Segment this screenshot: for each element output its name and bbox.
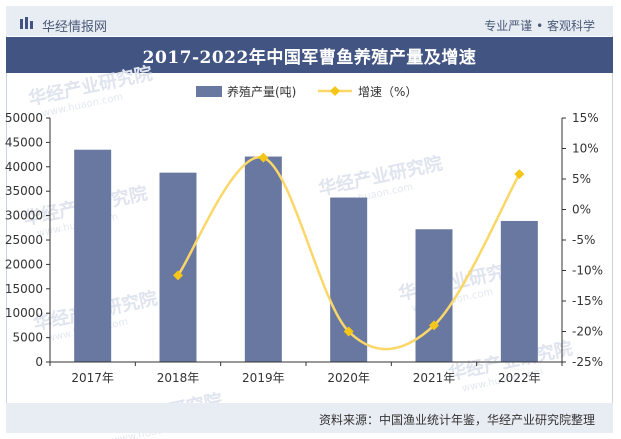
brand-name: 华经情报网 <box>42 20 108 35</box>
bar <box>330 197 368 362</box>
left-axis-tick-label: 15000 <box>5 282 43 296</box>
right-axis-tick-label: -15% <box>572 294 603 308</box>
right-axis-tick-label: -5% <box>572 233 595 247</box>
right-axis-tick-label: 10% <box>572 142 599 156</box>
header-bar: 华经情报网 专业严谨 • 客观科学 <box>6 6 613 36</box>
x-axis: 2017年 2018年 2019年 2020年 2021年 2022年 <box>49 361 563 385</box>
left-axis-tick-label: 5000 <box>12 331 43 345</box>
x-axis-tick-label: 2018年 <box>157 371 200 385</box>
growth-point <box>173 270 183 281</box>
title-bar: 2017-2022年中国军曹鱼养殖产量及增速 <box>6 37 613 73</box>
growth-point <box>429 320 439 331</box>
growth-point <box>514 169 525 180</box>
left-axis-tick-label: 35000 <box>5 184 43 198</box>
x-axis-tick-label: 2021年 <box>413 371 456 385</box>
x-axis-tick-label: 2017年 <box>71 371 114 385</box>
right-axis-tick-label: 0% <box>572 203 591 217</box>
left-axis-tick-label: 25000 <box>5 233 43 247</box>
right-axis-tick-label: -10% <box>572 264 603 278</box>
right-axis: -25% -20% -15% -10% -5% 0% 5% 10% 15% <box>561 111 603 369</box>
legend: 养殖产量(吨) 增速（%） <box>196 84 417 99</box>
bar-series <box>74 149 538 362</box>
line-series <box>173 152 525 351</box>
left-axis-tick-label: 40000 <box>5 160 43 174</box>
growth-point <box>258 152 269 163</box>
growth-line <box>176 156 521 351</box>
left-axis-tick-label: 30000 <box>5 209 43 223</box>
legend-bar-swatch <box>196 86 222 97</box>
x-axis-tick-label: 2019年 <box>242 371 285 385</box>
left-axis-tick-label: 0 <box>35 355 43 369</box>
chart-title: 2017-2022年中国军曹鱼养殖产量及增速 <box>142 47 477 68</box>
bar <box>500 220 538 362</box>
footer-bar: 资料来源：中国渔业统计年鉴，华经产业研究院整理 <box>6 403 613 433</box>
x-axis-tick-label: 2022年 <box>498 371 541 385</box>
right-axis-tick-label: -20% <box>572 325 603 339</box>
growth-point <box>343 326 354 337</box>
logo-icon <box>20 17 33 29</box>
source-note: 资料来源：中国渔业统计年鉴，华经产业研究院整理 <box>318 413 595 427</box>
legend-bar-label: 养殖产量(吨) <box>227 84 296 99</box>
left-axis-tick-label: 45000 <box>5 135 43 149</box>
bar <box>415 229 453 362</box>
x-axis-tick-label: 2020年 <box>327 371 370 385</box>
left-axis-tick-label: 50000 <box>5 111 43 125</box>
left-axis-tick-label: 10000 <box>5 306 43 320</box>
bar <box>159 172 197 362</box>
left-axis: 0 5000 10000 15000 20000 25000 30000 35000 40000… <box>5 111 51 369</box>
right-axis-tick-label: 5% <box>572 172 591 186</box>
right-axis-tick-label: 15% <box>572 111 599 125</box>
left-axis-tick-label: 20000 <box>5 257 43 271</box>
bar <box>74 149 112 362</box>
bar <box>244 156 282 362</box>
header-tagline: 专业严谨 • 客观科学 <box>484 19 595 33</box>
legend-line-label: 增速（%） <box>358 85 417 99</box>
legend-line-marker <box>330 86 340 96</box>
right-axis-tick-label: -25% <box>572 355 603 369</box>
